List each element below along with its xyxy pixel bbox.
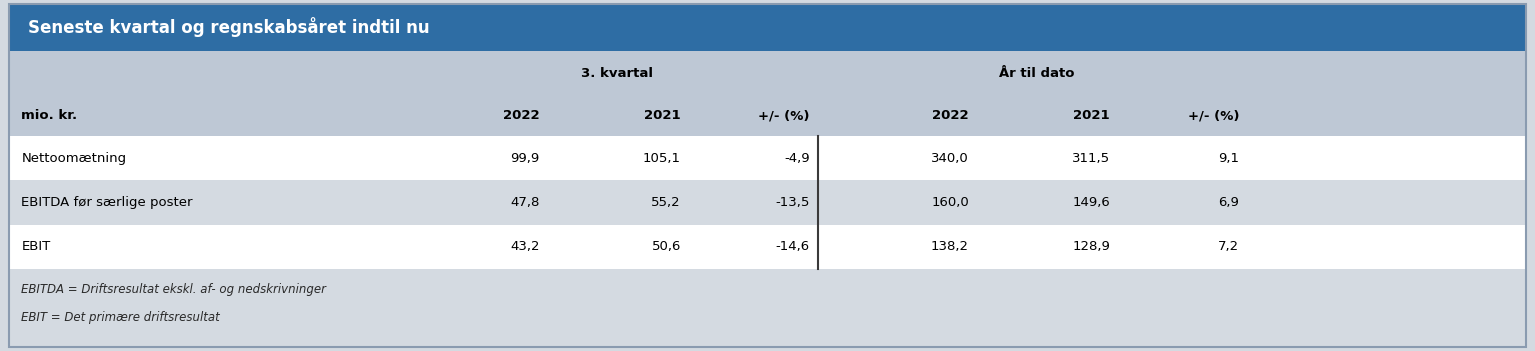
Text: 3. kvartal: 3. kvartal bbox=[580, 67, 652, 80]
Text: 311,5: 311,5 bbox=[1071, 152, 1110, 165]
Bar bbox=[9, 225, 1526, 269]
Text: -4,9: -4,9 bbox=[784, 152, 810, 165]
Text: 50,6: 50,6 bbox=[651, 240, 682, 253]
Text: EBITDA før særlige poster: EBITDA før særlige poster bbox=[21, 196, 193, 209]
Bar bbox=[9, 269, 1526, 347]
Text: 9,1: 9,1 bbox=[1217, 152, 1239, 165]
Text: 55,2: 55,2 bbox=[651, 196, 682, 209]
Text: 2022: 2022 bbox=[932, 110, 969, 122]
Text: 6,9: 6,9 bbox=[1219, 196, 1239, 209]
Text: -13,5: -13,5 bbox=[775, 196, 810, 209]
Text: 340,0: 340,0 bbox=[932, 152, 969, 165]
Text: 43,2: 43,2 bbox=[510, 240, 540, 253]
Text: 7,2: 7,2 bbox=[1217, 240, 1239, 253]
Text: EBIT: EBIT bbox=[21, 240, 51, 253]
Text: Nettoomætning: Nettoomætning bbox=[21, 152, 126, 165]
Text: År til dato: År til dato bbox=[999, 67, 1074, 80]
Text: -14,6: -14,6 bbox=[775, 240, 810, 253]
Text: 99,9: 99,9 bbox=[511, 152, 540, 165]
Bar bbox=[9, 180, 1526, 225]
Text: EBITDA = Driftsresultat ekskl. af- og nedskrivninger: EBITDA = Driftsresultat ekskl. af- og ne… bbox=[21, 283, 327, 296]
Text: +/- (%): +/- (%) bbox=[1188, 110, 1239, 122]
Bar bbox=[9, 136, 1526, 180]
Text: EBIT = Det primære driftsresultat: EBIT = Det primære driftsresultat bbox=[21, 311, 220, 324]
Text: mio. kr.: mio. kr. bbox=[21, 110, 78, 122]
Text: 138,2: 138,2 bbox=[932, 240, 969, 253]
Text: 160,0: 160,0 bbox=[932, 196, 969, 209]
Text: 128,9: 128,9 bbox=[1073, 240, 1110, 253]
Text: +/- (%): +/- (%) bbox=[758, 110, 810, 122]
Text: Seneste kvartal og regnskabsåret indtil nu: Seneste kvartal og regnskabsåret indtil … bbox=[28, 18, 430, 38]
Text: 2021: 2021 bbox=[645, 110, 682, 122]
Text: 149,6: 149,6 bbox=[1073, 196, 1110, 209]
Text: 47,8: 47,8 bbox=[511, 196, 540, 209]
Text: 2022: 2022 bbox=[503, 110, 540, 122]
Text: 2021: 2021 bbox=[1073, 110, 1110, 122]
Bar bbox=[9, 52, 1526, 136]
Bar bbox=[9, 4, 1526, 52]
Text: 105,1: 105,1 bbox=[643, 152, 682, 165]
